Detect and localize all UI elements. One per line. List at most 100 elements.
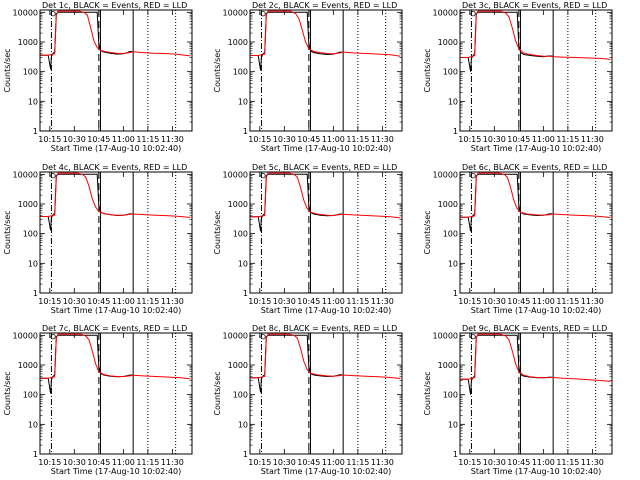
series-line-lld xyxy=(250,10,401,57)
x-tick-label: 11:30 xyxy=(371,297,394,306)
x-tick-label: 11:15 xyxy=(556,458,579,467)
x-tick-label: 11:15 xyxy=(346,297,369,306)
data-layer xyxy=(40,10,191,70)
x-tick-label: 10:45 xyxy=(87,135,110,144)
data-layer xyxy=(250,172,401,232)
y-tick-label: 10000 xyxy=(223,8,248,17)
chart-title: Det 6c, BLACK = Events, RED = LLD xyxy=(462,163,607,172)
marker-circle xyxy=(50,11,56,17)
y-tick-label: 1 xyxy=(243,127,248,136)
series-line-lld xyxy=(40,333,191,380)
x-tick-label: 11:15 xyxy=(346,458,369,467)
x-tick-label: 10:15 xyxy=(38,458,61,467)
x-tick-label: 10:45 xyxy=(507,297,530,306)
series-line-events xyxy=(250,11,344,71)
marker-circle xyxy=(260,173,266,179)
plot-frame xyxy=(249,332,403,455)
x-tick-label: 11:15 xyxy=(346,135,369,144)
x-tick-label: 10:15 xyxy=(38,297,61,306)
y-tick-label: 1 xyxy=(33,450,38,459)
x-axis-label: Start Time (17-Aug-10 10:02:40) xyxy=(261,467,392,476)
marker-circle xyxy=(260,334,266,340)
series-line-lld xyxy=(40,10,191,57)
y-tick-label: 10000 xyxy=(433,331,458,340)
y-tick-label: 100 xyxy=(23,68,38,77)
y-tick-label: 1 xyxy=(243,450,248,459)
x-tick-label: 11:15 xyxy=(136,458,159,467)
y-tick-label: 10000 xyxy=(223,331,248,340)
x-tick-label: 11:30 xyxy=(581,135,604,144)
x-tick-label: 11:30 xyxy=(581,458,604,467)
x-axis-label: Start Time (17-Aug-10 10:02:40) xyxy=(471,467,602,476)
plot-frame xyxy=(459,171,613,294)
chart-panel-2: Det 2c, BLACK = Events, RED = LLD 1 10 100 1… xyxy=(213,1,403,153)
x-tick-label: 11:00 xyxy=(322,297,345,306)
y-tick-label: 10 xyxy=(448,97,458,106)
y-tick-label: 1000 xyxy=(18,38,38,47)
x-axis-label: Start Time (17-Aug-10 10:02:40) xyxy=(261,306,392,315)
y-tick-label: 100 xyxy=(23,391,38,400)
chart-panel-8: Det 8c, BLACK = Events, RED = LLD 1 10 100 1… xyxy=(213,324,403,476)
series-line-lld xyxy=(250,333,401,379)
y-tick-label: 100 xyxy=(233,230,248,239)
x-tick-label: 11:00 xyxy=(322,458,345,467)
chart-panel-4: Det 4c, BLACK = Events, RED = LLD 1 10 100 1… xyxy=(3,163,193,315)
x-tick-label: 10:45 xyxy=(87,458,110,467)
chart-title: Det 9c, BLACK = Events, RED = LLD xyxy=(462,324,607,333)
y-tick-label: 10000 xyxy=(13,331,38,340)
data-layer xyxy=(250,10,401,71)
y-tick-label: 100 xyxy=(443,230,458,239)
series-line-lld xyxy=(460,10,611,60)
plot-frame xyxy=(39,332,193,455)
x-tick-label: 10:15 xyxy=(458,297,481,306)
chart-title: Det 8c, BLACK = Events, RED = LLD xyxy=(252,324,397,333)
x-axis-label: Start Time (17-Aug-10 10:02:40) xyxy=(261,144,392,153)
y-tick-label: 100 xyxy=(23,230,38,239)
x-tick-label: 10:45 xyxy=(507,135,530,144)
series-line-lld xyxy=(460,172,611,218)
plot-frame xyxy=(39,171,193,294)
y-tick-label: 1000 xyxy=(228,38,248,47)
y-tick-label: 10000 xyxy=(433,170,458,179)
x-tick-label: 11:15 xyxy=(136,135,159,144)
y-axis-label: Counts/sec xyxy=(213,210,222,254)
chart-title: Det 1c, BLACK = Events, RED = LLD xyxy=(42,1,187,10)
x-tick-label: 11:30 xyxy=(161,135,184,144)
x-tick-label: 10:30 xyxy=(273,458,296,467)
y-tick-label: 1000 xyxy=(18,200,38,209)
y-axis-label: Counts/sec xyxy=(423,371,432,415)
data-layer xyxy=(250,333,401,393)
y-tick-label: 1 xyxy=(243,289,248,298)
x-tick-label: 11:30 xyxy=(581,297,604,306)
x-tick-label: 10:30 xyxy=(273,135,296,144)
y-tick-label: 10 xyxy=(448,259,458,268)
series-line-lld xyxy=(40,172,191,218)
y-tick-label: 10000 xyxy=(223,170,248,179)
series-line-lld xyxy=(460,333,611,382)
plot-frame xyxy=(39,9,193,132)
y-axis-label: Counts/sec xyxy=(423,48,432,92)
x-tick-label: 10:45 xyxy=(297,135,320,144)
x-axis-label: Start Time (17-Aug-10 10:02:40) xyxy=(471,306,602,315)
chart-title: Det 2c, BLACK = Events, RED = LLD xyxy=(252,1,397,10)
x-tick-label: 11:30 xyxy=(371,458,394,467)
y-tick-label: 1000 xyxy=(228,200,248,209)
series-line-events xyxy=(460,11,554,72)
chart-title: Det 4c, BLACK = Events, RED = LLD xyxy=(42,163,187,172)
x-tick-label: 11:15 xyxy=(136,297,159,306)
y-axis-label: Counts/sec xyxy=(423,210,432,254)
y-tick-label: 10000 xyxy=(433,8,458,17)
x-axis-label: Start Time (17-Aug-10 10:02:40) xyxy=(51,144,182,153)
y-axis-label: Counts/sec xyxy=(213,48,222,92)
x-tick-label: 11:00 xyxy=(112,297,135,306)
marker-circle xyxy=(470,334,476,340)
y-tick-label: 1 xyxy=(33,127,38,136)
data-layer xyxy=(460,333,611,395)
x-tick-label: 11:00 xyxy=(112,458,135,467)
data-layer xyxy=(460,10,611,72)
series-line-events xyxy=(460,334,554,395)
x-tick-label: 11:30 xyxy=(371,135,394,144)
series-line-events xyxy=(250,334,344,393)
chart-panel-7: Det 7c, BLACK = Events, RED = LLD 1 10 100 1… xyxy=(3,324,193,476)
x-tick-label: 11:30 xyxy=(161,297,184,306)
